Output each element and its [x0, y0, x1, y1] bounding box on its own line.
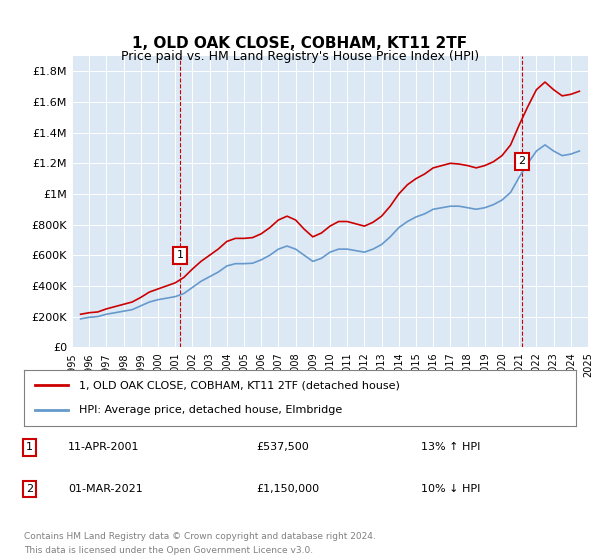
Text: 2: 2 — [518, 156, 526, 166]
Text: Price paid vs. HM Land Registry's House Price Index (HPI): Price paid vs. HM Land Registry's House … — [121, 50, 479, 63]
Text: HPI: Average price, detached house, Elmbridge: HPI: Average price, detached house, Elmb… — [79, 405, 343, 415]
Text: 01-MAR-2021: 01-MAR-2021 — [68, 484, 143, 494]
Text: 13% ↑ HPI: 13% ↑ HPI — [421, 442, 481, 452]
Text: 11-APR-2001: 11-APR-2001 — [68, 442, 140, 452]
Text: 1, OLD OAK CLOSE, COBHAM, KT11 2TF (detached house): 1, OLD OAK CLOSE, COBHAM, KT11 2TF (deta… — [79, 380, 400, 390]
Text: £1,150,000: £1,150,000 — [256, 484, 319, 494]
Text: Contains HM Land Registry data © Crown copyright and database right 2024.: Contains HM Land Registry data © Crown c… — [24, 532, 376, 541]
Text: £537,500: £537,500 — [256, 442, 308, 452]
Text: 1, OLD OAK CLOSE, COBHAM, KT11 2TF: 1, OLD OAK CLOSE, COBHAM, KT11 2TF — [133, 36, 467, 52]
Text: This data is licensed under the Open Government Licence v3.0.: This data is licensed under the Open Gov… — [24, 546, 313, 555]
Text: 10% ↓ HPI: 10% ↓ HPI — [421, 484, 481, 494]
Text: 2: 2 — [26, 484, 33, 494]
Text: 1: 1 — [26, 442, 33, 452]
Text: 1: 1 — [176, 250, 184, 260]
